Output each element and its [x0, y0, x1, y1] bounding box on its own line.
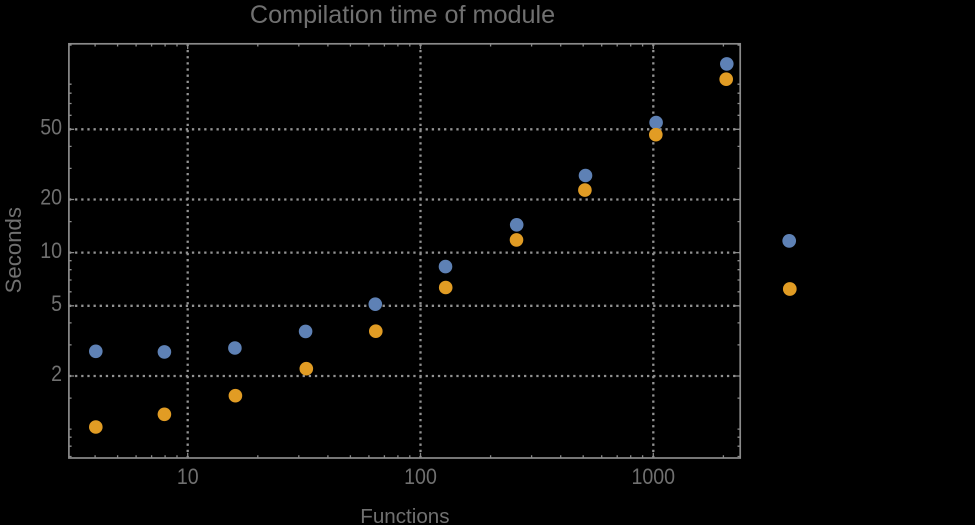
svg-text:Compilation time of module: Compilation time of module — [250, 1, 555, 29]
svg-text:10: 10 — [177, 465, 199, 489]
svg-text:Seconds: Seconds — [1, 207, 26, 293]
svg-text:Functions: Functions — [360, 505, 449, 525]
svg-text:1000: 1000 — [632, 465, 676, 489]
svg-text:20: 20 — [40, 186, 62, 210]
svg-text:10: 10 — [40, 239, 62, 263]
svg-text:50: 50 — [40, 115, 62, 139]
svg-text:5: 5 — [51, 292, 62, 316]
svg-text:100: 100 — [404, 465, 437, 489]
svg-text:2: 2 — [51, 362, 62, 386]
